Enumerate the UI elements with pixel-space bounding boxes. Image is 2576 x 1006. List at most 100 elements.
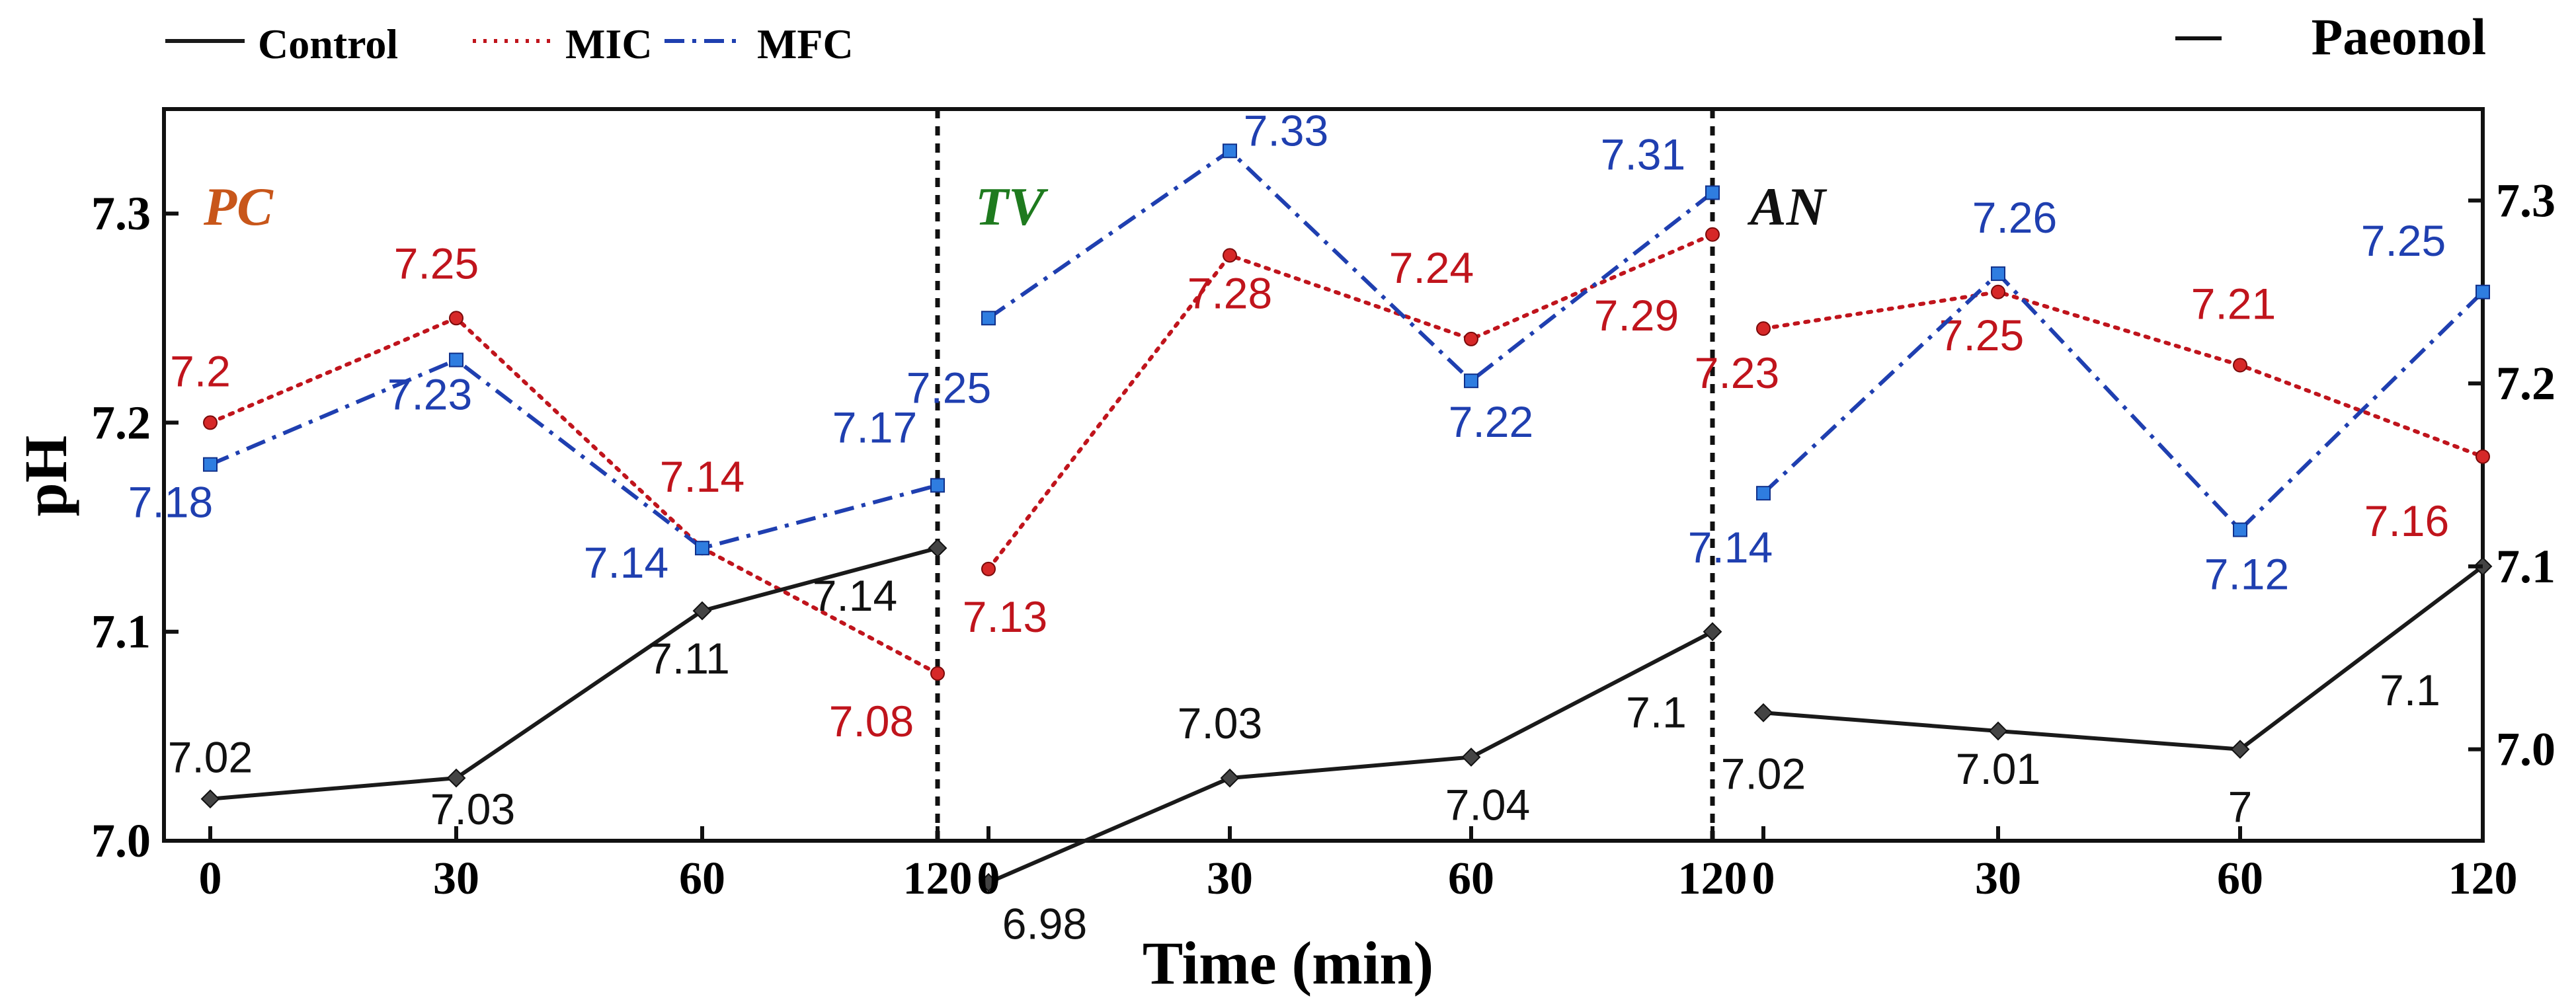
- data-label-tv-mic: 7.28: [1187, 268, 1272, 317]
- panels: PC7.27.257.147.087.187.237.147.177.027.0…: [128, 106, 2493, 948]
- data-label-pc-mic: 7.2: [170, 346, 231, 395]
- data-label-tv-mfc: 7.25: [906, 363, 991, 412]
- left-tick-label: 7.2: [91, 396, 151, 449]
- panel-label-pc: PC: [203, 176, 274, 237]
- data-label-tv-mic: 7.13: [963, 592, 1047, 641]
- data-label-pc-control: 7.14: [813, 571, 897, 620]
- data-label-an-mfc: 7.25: [2361, 216, 2446, 265]
- x-tick-label: 60: [1448, 853, 1494, 904]
- marker-an-mic: [2233, 358, 2247, 373]
- marker-an-control: [1988, 721, 2008, 741]
- x-tick-label: 0: [199, 853, 222, 904]
- marker-an-control: [2230, 740, 2250, 759]
- x-axis-title: Time (min): [1143, 929, 1433, 997]
- data-label-tv-control: 7.1: [1626, 688, 1687, 737]
- data-label-an-mic: 7.21: [2191, 279, 2276, 328]
- marker-pc-control: [446, 768, 466, 788]
- marker-tv-mic: [1705, 227, 1720, 242]
- x-tick-label: 30: [433, 853, 479, 904]
- marker-tv-mfc: [981, 311, 996, 326]
- panel-label-tv: TV: [975, 176, 1049, 237]
- data-label-tv-mfc: 7.22: [1449, 397, 1533, 446]
- marker-an-mfc: [1756, 486, 1771, 501]
- marker-tv-mic: [1464, 331, 1478, 346]
- data-label-tv-control: 6.98: [1002, 899, 1087, 948]
- marker-tv-control: [1461, 748, 1481, 767]
- right-tick-label: 7.1: [2496, 540, 2556, 593]
- data-label-tv-mfc: 7.33: [1244, 106, 1328, 155]
- marker-tv-control: [1703, 622, 1722, 642]
- data-label-tv-control: 7.04: [1445, 780, 1530, 829]
- data-label-an-mfc: 7.26: [1972, 193, 2057, 242]
- right-tick-label: 7.3: [2496, 174, 2556, 227]
- panel-tv: TV 7.13 7.28 7.24 7.29 7.25 7.33 7.22 7.31 6.98 7.…: [906, 106, 1722, 948]
- top-right-label: Paeonol: [2312, 8, 2486, 65]
- legend-label-mfc: MFC: [757, 20, 854, 67]
- left-tick-label: 7.1: [91, 605, 151, 658]
- panel-an: AN 7.23 7.25 7.21 7.16 7.14 7.26 7.12 7.25 7.02 7.…: [1688, 176, 2493, 832]
- x-tick-label: 30: [1207, 853, 1253, 904]
- data-label-an-mic: 7.23: [1695, 348, 1779, 397]
- x-tick-label: 120: [2448, 853, 2518, 904]
- series-line-pc-mfc: [209, 358, 938, 551]
- panel-label-an: AN: [1747, 176, 1828, 237]
- data-label-an-control: 7.02: [1721, 749, 1806, 798]
- series-line-an-mic: [1761, 290, 2485, 459]
- series-line-an-mfc: [1761, 270, 2485, 533]
- axes: 7.07.17.27.37.07.17.27.30 30 60 120 0 30 60 120…: [91, 174, 2556, 904]
- series-line-pc-control: [210, 546, 938, 801]
- right-tick-label: 7.2: [2496, 357, 2556, 410]
- x-tick-label: 60: [679, 853, 725, 904]
- marker-pc-control: [928, 538, 947, 558]
- data-label-an-mfc: 7.14: [1688, 523, 1773, 572]
- marker-an-control: [1753, 703, 1773, 722]
- marker-an-mfc: [1991, 266, 2005, 282]
- data-label-tv-mic: 7.29: [1594, 291, 1679, 340]
- marker-pc-mic: [930, 666, 945, 681]
- marker-tv-mfc: [1223, 143, 1237, 159]
- marker-pc-mic: [449, 311, 463, 326]
- data-label-pc-mic: 7.08: [829, 697, 914, 746]
- left-tick-label: 7.0: [91, 814, 151, 867]
- marker-pc-control: [692, 601, 712, 621]
- x-tick-label: 0: [1752, 853, 1775, 904]
- data-label-tv-mfc: 7.31: [1601, 130, 1685, 179]
- x-tick-label: 30: [1975, 853, 2021, 904]
- data-label-an-control: 7: [2228, 783, 2253, 832]
- series-line-tv-mic: [986, 232, 1714, 571]
- marker-pc-mfc: [930, 478, 945, 493]
- panel-pc: PC 7.2 7.25 7.14 7.08 7.18 7.23 7.14 7.17 7.02 7.0…: [128, 176, 947, 833]
- marker-an-mfc: [2475, 284, 2490, 299]
- data-label-pc-mfc: 7.17: [832, 403, 917, 451]
- marker-tv-mfc: [1464, 373, 1478, 389]
- series-line-an-control: [1763, 564, 2484, 752]
- data-label-pc-mfc: 7.23: [387, 370, 472, 419]
- data-label-tv-mic: 7.24: [1389, 243, 1474, 292]
- marker-pc-mfc: [695, 541, 709, 556]
- data-label-pc-control: 7.11: [648, 634, 730, 683]
- marker-tv-mic: [981, 561, 996, 576]
- marker-an-mic: [1991, 284, 2005, 299]
- marker-pc-control: [200, 789, 220, 809]
- legend: Control MIC MFC: [165, 20, 854, 67]
- x-tick-label: 120: [1678, 853, 1748, 904]
- marker-tv-mfc: [1705, 185, 1720, 200]
- y-axis-title: pH: [12, 436, 79, 517]
- marker-pc-mfc: [449, 352, 463, 368]
- data-label-pc-mfc: 7.18: [128, 478, 213, 527]
- legend-label-control: Control: [258, 20, 398, 67]
- data-label-an-mfc: 7.12: [2204, 550, 2289, 599]
- data-label-an-mic: 7.25: [1939, 311, 2024, 360]
- x-tick-label: 60: [2217, 853, 2263, 904]
- legend-label-mic: MIC: [565, 20, 653, 67]
- marker-an-mic: [2475, 449, 2490, 464]
- data-label-pc-mfc: 7.14: [584, 538, 668, 587]
- marker-tv-control: [979, 872, 998, 892]
- marker-pc-mfc: [203, 457, 218, 472]
- marker-tv-mic: [1223, 248, 1237, 263]
- plot-frame: [162, 107, 2485, 843]
- marker-pc-mic: [203, 415, 218, 430]
- data-label-tv-control: 7.03: [1178, 699, 1262, 748]
- data-label-an-control: 7.01: [1956, 744, 2040, 793]
- marker-tv-control: [1220, 768, 1240, 788]
